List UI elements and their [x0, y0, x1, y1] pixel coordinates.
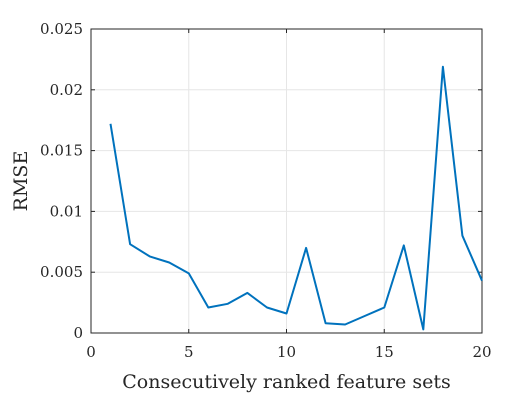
y-tick-label: 0.005: [40, 263, 83, 281]
axis-ticks: 0 5 10 15 20 0 0.005 0.01 0.015 0.02 0.025: [40, 20, 492, 361]
y-tick-label: 0.025: [40, 20, 83, 38]
x-tick-label: 5: [184, 343, 194, 361]
y-tick-label: 0.01: [50, 202, 83, 220]
x-tick-label: 0: [86, 343, 96, 361]
data-series: [109, 65, 483, 331]
x-axis-title: Consecutively ranked feature sets: [122, 371, 450, 393]
y-tick-label: 0.015: [40, 142, 83, 160]
y-tick-label: 0.02: [50, 81, 83, 99]
x-tick-label: 10: [277, 343, 296, 361]
x-tick-label: 15: [375, 343, 394, 361]
series-line: [109, 65, 483, 331]
x-tick-label: 20: [472, 343, 491, 361]
y-tick-label: 0: [73, 324, 83, 342]
grid-lines: [91, 29, 482, 333]
y-axis-title: RMSE: [10, 151, 32, 212]
